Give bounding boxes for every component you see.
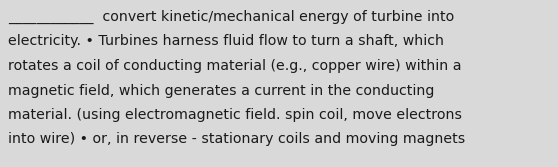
Text: into wire) • or, in reverse - stationary coils and moving magnets: into wire) • or, in reverse - stationary…	[8, 132, 465, 146]
Text: magnetic field, which generates a current in the conducting: magnetic field, which generates a curren…	[8, 84, 434, 98]
Text: rotates a coil of conducting material (e.g., copper wire) within a: rotates a coil of conducting material (e…	[8, 59, 461, 73]
Text: material. (using electromagnetic field. spin coil, move electrons: material. (using electromagnetic field. …	[8, 108, 462, 122]
Text: electricity. • Turbines harness fluid flow to turn a shaft, which: electricity. • Turbines harness fluid fl…	[8, 35, 444, 48]
Text: ____________  convert kinetic/mechanical energy of turbine into: ____________ convert kinetic/mechanical …	[8, 10, 454, 24]
